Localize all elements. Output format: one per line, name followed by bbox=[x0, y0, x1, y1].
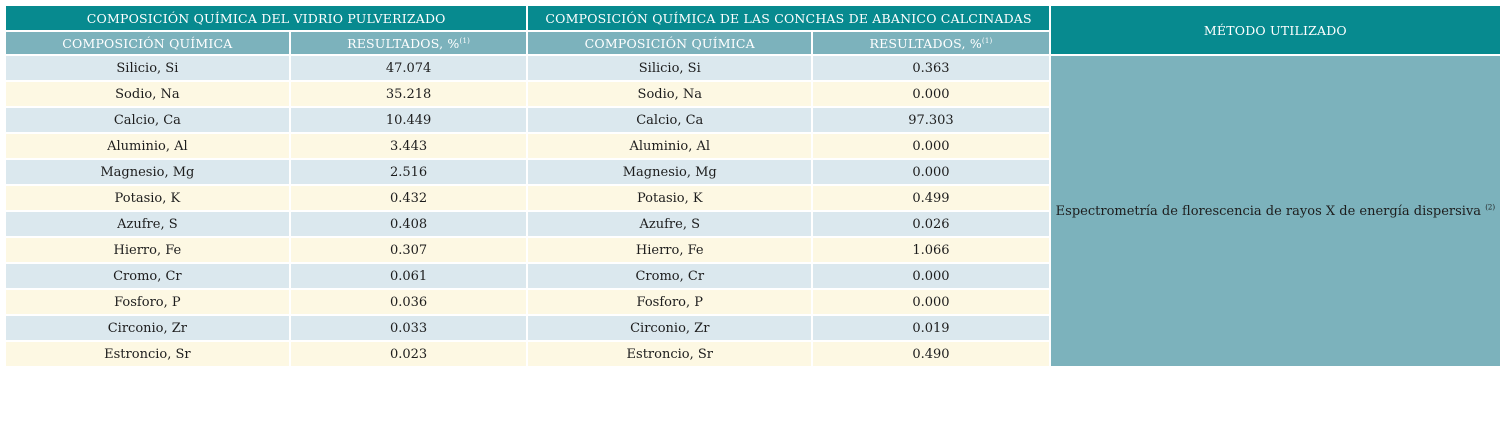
glass-value-cell: 0.023 bbox=[290, 342, 527, 366]
glass-composition-column-header: COMPOSICIÓN QUÍMICA bbox=[6, 32, 289, 54]
table-row: Fosforo, P 0.036 Fosforo, P 0.000 bbox=[6, 290, 1500, 314]
glass-value-cell: 35.218 bbox=[290, 82, 527, 106]
method-header: MÉTODO UTILIZADO bbox=[1050, 6, 1500, 54]
glass-element-cell: Azufre, S bbox=[6, 212, 289, 236]
glass-element-cell: Potasio, K bbox=[6, 186, 289, 210]
method-footnote-marker: (2) bbox=[1485, 203, 1496, 212]
shell-composition-column-header: COMPOSICIÓN QUÍMICA bbox=[528, 32, 812, 54]
method-cell: Espectrometría de florescencia de rayos … bbox=[1050, 56, 1500, 366]
shell-value-cell: 0.000 bbox=[813, 160, 1049, 184]
glass-element-cell: Cromo, Cr bbox=[6, 264, 289, 288]
glass-value-cell: 3.443 bbox=[290, 134, 527, 158]
method-text: Espectrometría de florescencia de rayos … bbox=[1055, 203, 1486, 219]
table-row: Calcio, Ca 10.449 Calcio, Ca 97.303 bbox=[6, 108, 1500, 132]
shell-value-cell: 0.000 bbox=[813, 264, 1049, 288]
glass-value-cell: 47.074 bbox=[290, 56, 527, 80]
shell-element-cell: Calcio, Ca bbox=[528, 108, 812, 132]
shell-value-cell: 0.490 bbox=[813, 342, 1049, 366]
shell-element-cell: Sodio, Na bbox=[528, 82, 812, 106]
results-footnote-marker: (1) bbox=[459, 36, 471, 45]
glass-element-cell: Calcio, Ca bbox=[6, 108, 289, 132]
shell-value-cell: 0.363 bbox=[813, 56, 1049, 80]
table-row: Hierro, Fe 0.307 Hierro, Fe 1.066 bbox=[6, 238, 1500, 262]
shell-value-cell: 0.499 bbox=[813, 186, 1049, 210]
glass-composition-header: COMPOSICIÓN QUÍMICA DEL VIDRIO PULVERIZA… bbox=[6, 6, 527, 30]
shell-value-cell: 0.026 bbox=[813, 212, 1049, 236]
table-row: Sodio, Na 35.218 Sodio, Na 0.000 bbox=[6, 82, 1500, 106]
shell-value-cell: 97.303 bbox=[813, 108, 1049, 132]
glass-element-cell: Circonio, Zr bbox=[6, 316, 289, 340]
shell-element-cell: Estroncio, Sr bbox=[528, 342, 812, 366]
shell-element-cell: Circonio, Zr bbox=[528, 316, 812, 340]
glass-results-column-header: RESULTADOS, %(1) bbox=[290, 32, 527, 54]
shell-value-cell: 0.000 bbox=[813, 134, 1049, 158]
glass-value-cell: 10.449 bbox=[290, 108, 527, 132]
glass-element-cell: Sodio, Na bbox=[6, 82, 289, 106]
results-footnote-marker: (1) bbox=[981, 36, 993, 45]
glass-value-cell: 0.307 bbox=[290, 238, 527, 262]
shell-composition-header: COMPOSICIÓN QUÍMICA DE LAS CONCHAS DE AB… bbox=[528, 6, 1049, 30]
glass-value-cell: 2.516 bbox=[290, 160, 527, 184]
glass-value-cell: 0.036 bbox=[290, 290, 527, 314]
shell-element-cell: Magnesio, Mg bbox=[528, 160, 812, 184]
glass-element-cell: Fosforo, P bbox=[6, 290, 289, 314]
table-body: Silicio, Si 47.074 Silicio, Si 0.363 Espectr… bbox=[6, 56, 1500, 366]
glass-value-cell: 0.432 bbox=[290, 186, 527, 210]
glass-element-cell: Hierro, Fe bbox=[6, 238, 289, 262]
shell-value-cell: 1.066 bbox=[813, 238, 1049, 262]
shell-element-cell: Fosforo, P bbox=[528, 290, 812, 314]
shell-element-cell: Silicio, Si bbox=[528, 56, 812, 80]
table-row: Circonio, Zr 0.033 Circonio, Zr 0.019 bbox=[6, 316, 1500, 340]
table-row: Silicio, Si 47.074 Silicio, Si 0.363 Espectr… bbox=[6, 56, 1500, 366]
composition-table: COMPOSICIÓN QUÍMICA DEL VIDRIO PULVERIZA… bbox=[4, 4, 1502, 368]
table-row: Potasio, K 0.432 Potasio, K 0.499 bbox=[6, 186, 1500, 210]
table-row: Magnesio, Mg 2.516 Magnesio, Mg 0.000 bbox=[6, 160, 1500, 184]
glass-value-cell: 0.061 bbox=[290, 264, 527, 288]
glass-element-cell: Estroncio, Sr bbox=[6, 342, 289, 366]
glass-value-cell: 0.033 bbox=[290, 316, 527, 340]
results-label: RESULTADOS, % bbox=[347, 35, 460, 51]
shell-element-cell: Cromo, Cr bbox=[528, 264, 812, 288]
glass-value-cell: 0.408 bbox=[290, 212, 527, 236]
shell-results-column-header: RESULTADOS, %(1) bbox=[813, 32, 1049, 54]
shell-element-cell: Aluminio, Al bbox=[528, 134, 812, 158]
shell-value-cell: 0.000 bbox=[813, 290, 1049, 314]
shell-value-cell: 0.000 bbox=[813, 82, 1049, 106]
shell-element-cell: Hierro, Fe bbox=[528, 238, 812, 262]
table-row: Estroncio, Sr 0.023 Estroncio, Sr 0.490 bbox=[6, 342, 1500, 366]
table-row: Cromo, Cr 0.061 Cromo, Cr 0.000 bbox=[6, 264, 1500, 288]
glass-element-cell: Silicio, Si bbox=[6, 56, 289, 80]
results-label: RESULTADOS, % bbox=[869, 35, 982, 51]
table-row: Azufre, S 0.408 Azufre, S 0.026 bbox=[6, 212, 1500, 236]
shell-element-cell: Azufre, S bbox=[528, 212, 812, 236]
table-row: Aluminio, Al 3.443 Aluminio, Al 0.000 bbox=[6, 134, 1500, 158]
glass-element-cell: Aluminio, Al bbox=[6, 134, 289, 158]
glass-element-cell: Magnesio, Mg bbox=[6, 160, 289, 184]
shell-value-cell: 0.019 bbox=[813, 316, 1049, 340]
shell-element-cell: Potasio, K bbox=[528, 186, 812, 210]
